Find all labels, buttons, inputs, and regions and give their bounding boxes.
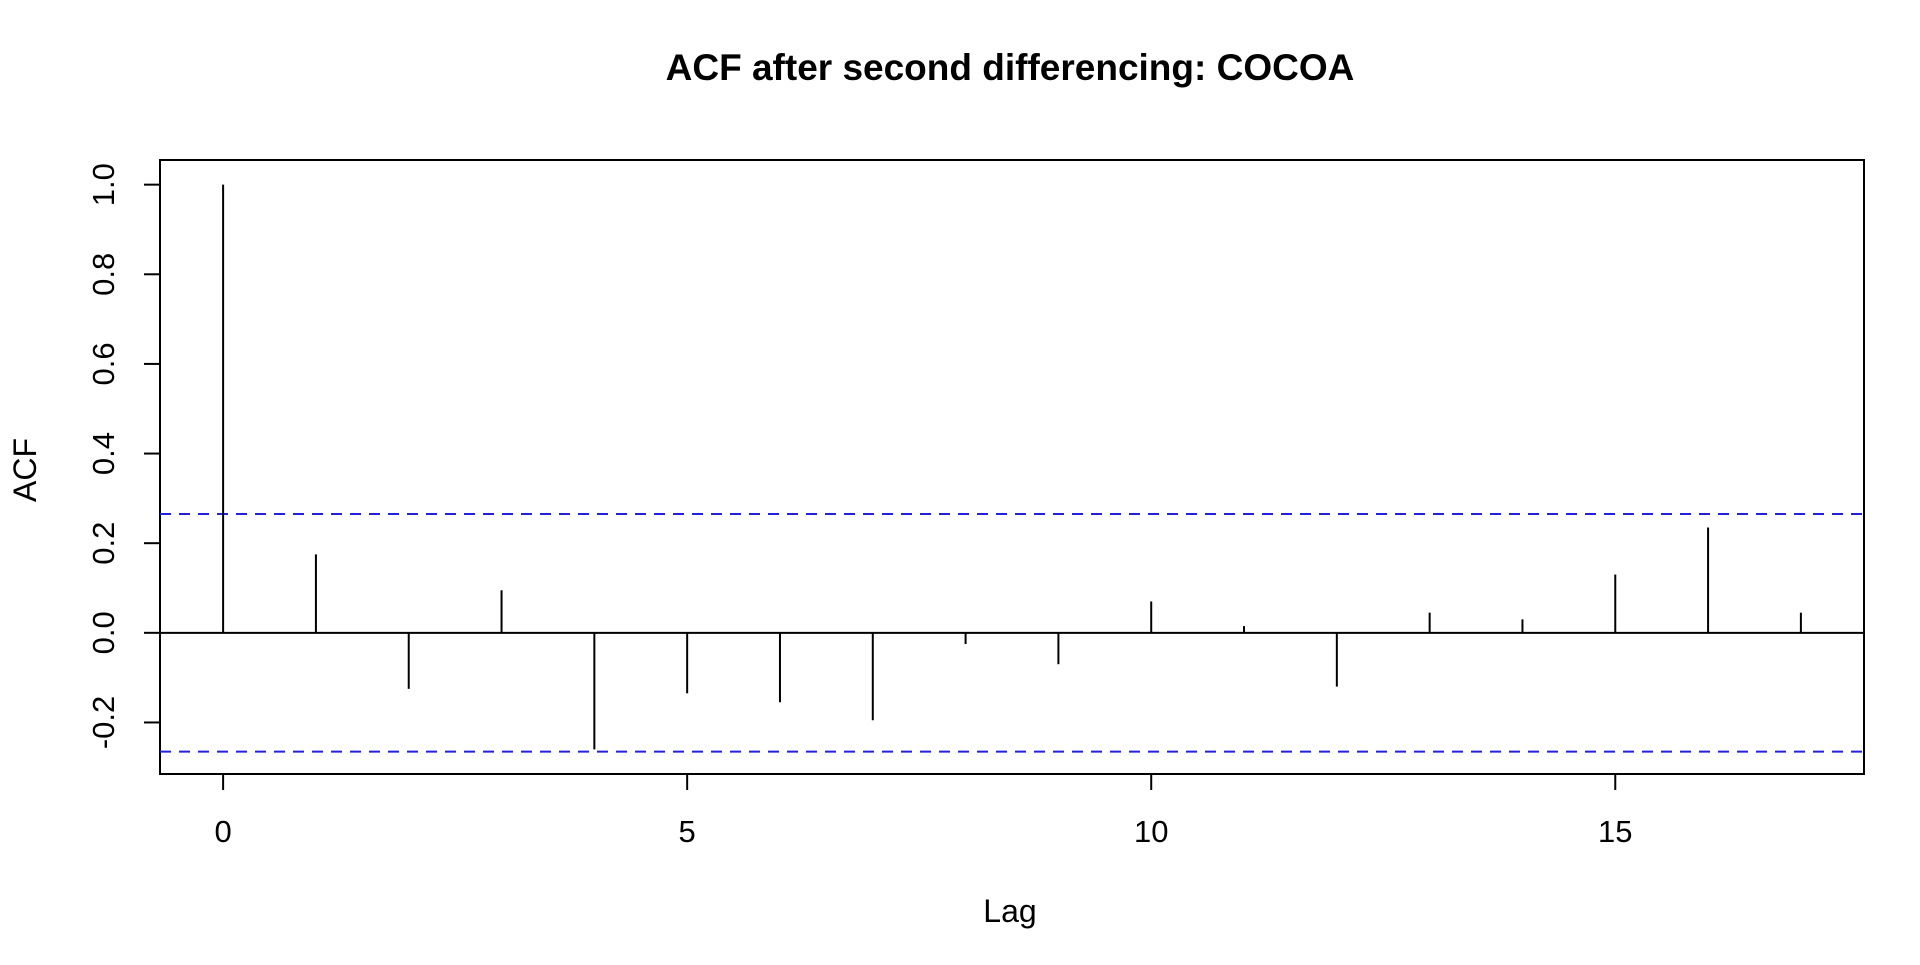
- y-tick-label: -0.2: [86, 696, 121, 749]
- plot-frame: [159, 159, 1865, 775]
- y-tick-label: 0.6: [86, 342, 121, 385]
- chart-marks: 0 5 10 15 -0.2 0.0 0.2 0.4 0.6 0.8 1.0: [86, 163, 1864, 849]
- y-tick-label: 0.0: [86, 611, 121, 654]
- y-tick-label: 0.4: [86, 432, 121, 475]
- x-axis-title: Lag: [983, 893, 1036, 929]
- x-tick-label: 10: [1134, 814, 1168, 849]
- x-tick-label: 15: [1598, 814, 1632, 849]
- chart-title: ACF after second differencing: COCOA: [666, 47, 1355, 88]
- y-tick-label: 0.8: [86, 253, 121, 296]
- y-tick-label: 0.2: [86, 522, 121, 565]
- y-tick-label: 1.0: [86, 163, 121, 206]
- x-tick-label: 0: [214, 814, 231, 849]
- y-axis-title: ACF: [7, 438, 43, 502]
- x-tick-label: 5: [679, 814, 696, 849]
